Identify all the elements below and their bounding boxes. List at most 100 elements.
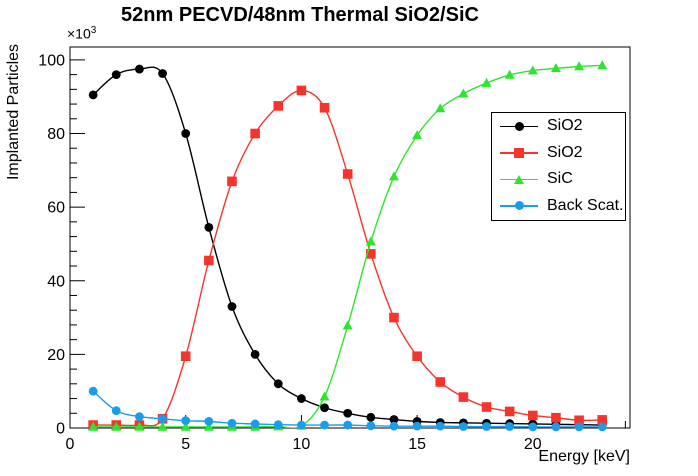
data-point bbox=[180, 421, 191, 431]
data-point bbox=[389, 415, 399, 424]
data-point bbox=[504, 69, 515, 79]
y-tick-label: 60 bbox=[47, 200, 65, 217]
data-point bbox=[389, 312, 399, 323]
data-point bbox=[551, 422, 561, 432]
data-point bbox=[180, 351, 191, 362]
data-point bbox=[134, 421, 145, 431]
data-point bbox=[111, 70, 121, 80]
data-point bbox=[250, 419, 260, 429]
data-point bbox=[319, 391, 330, 401]
data-point bbox=[297, 420, 306, 430]
data-point bbox=[527, 65, 538, 75]
data-point bbox=[389, 421, 399, 431]
y-tick-label: 0 bbox=[56, 421, 65, 438]
data-point bbox=[111, 406, 121, 416]
series-back-scat--3 bbox=[88, 386, 607, 432]
data-point bbox=[158, 69, 167, 78]
legend-sample bbox=[500, 200, 538, 211]
triangle-marker-icon bbox=[513, 174, 524, 184]
data-point bbox=[250, 128, 260, 139]
legend-label: SiO2 bbox=[547, 143, 583, 161]
data-point bbox=[366, 421, 376, 431]
x-axis-title: Energy [keV] bbox=[538, 448, 630, 465]
legend-item-sio2-thermal: SiO2 bbox=[492, 140, 625, 167]
data-point bbox=[88, 386, 98, 396]
data-point bbox=[458, 422, 468, 431]
data-point bbox=[135, 64, 144, 74]
data-point bbox=[343, 408, 353, 418]
legend-label: SiC bbox=[547, 170, 573, 188]
square-marker-icon bbox=[514, 147, 524, 158]
y-axis-title: Implanted Particles bbox=[5, 43, 22, 181]
chart-title: 52nm PECVD/48nm Thermal SiO2/SiC bbox=[121, 4, 479, 26]
data-point bbox=[528, 410, 538, 421]
data-point bbox=[297, 394, 306, 403]
data-point bbox=[435, 421, 445, 431]
data-point bbox=[273, 101, 284, 111]
data-point bbox=[204, 416, 214, 426]
data-point bbox=[597, 60, 608, 70]
data-point bbox=[135, 412, 144, 421]
data-point bbox=[574, 415, 584, 426]
data-point bbox=[204, 222, 214, 232]
legend-sample bbox=[500, 174, 538, 185]
data-point bbox=[388, 171, 399, 181]
legend-label: Back Scat. bbox=[547, 196, 624, 214]
data-point bbox=[482, 422, 491, 431]
x-tick-label: 5 bbox=[181, 436, 190, 453]
data-point bbox=[111, 421, 122, 431]
circle-marker-icon bbox=[514, 121, 524, 131]
legend: SiO2 SiO2 SiC Back Scat. bbox=[491, 112, 626, 221]
x-tick-label: 0 bbox=[66, 436, 75, 453]
data-point bbox=[574, 61, 585, 71]
data-point bbox=[273, 379, 283, 389]
series-sic-2 bbox=[88, 60, 608, 431]
legend-item-sic: SiC bbox=[492, 166, 625, 193]
data-point bbox=[181, 129, 191, 138]
data-point bbox=[181, 416, 191, 426]
legend-sample bbox=[500, 121, 538, 132]
data-point bbox=[342, 169, 353, 179]
data-point bbox=[365, 236, 376, 246]
data-point bbox=[273, 420, 283, 430]
plot-frame bbox=[69, 46, 631, 429]
y-tick-label: 40 bbox=[47, 273, 65, 290]
data-point bbox=[227, 418, 237, 428]
data-point bbox=[320, 403, 329, 413]
data-point bbox=[227, 302, 237, 311]
legend-item-backscat: Back Scat. bbox=[492, 193, 625, 220]
data-point bbox=[481, 402, 492, 412]
data-point bbox=[412, 421, 422, 431]
data-point bbox=[366, 249, 376, 259]
data-point bbox=[227, 176, 237, 187]
circle-marker-icon bbox=[514, 201, 524, 211]
x-tick-label: 20 bbox=[524, 436, 542, 453]
y-axis-exponent-base: ×10 bbox=[67, 25, 91, 42]
data-point bbox=[204, 255, 214, 266]
y-axis-exponent: ×103 bbox=[67, 25, 96, 42]
data-point bbox=[435, 103, 446, 113]
legend-item-sio2-pecvd: SiO2 bbox=[492, 113, 625, 140]
legend-sample bbox=[500, 147, 538, 158]
data-point bbox=[458, 392, 469, 402]
data-point bbox=[250, 349, 260, 359]
legend-label: SiO2 bbox=[547, 117, 583, 135]
y-axis: 0 20 40 60 80 100 bbox=[38, 52, 85, 438]
data-point bbox=[296, 85, 307, 96]
data-point bbox=[366, 412, 376, 422]
data-point bbox=[88, 421, 99, 431]
data-point bbox=[319, 102, 330, 113]
data-point bbox=[412, 351, 422, 362]
data-point bbox=[481, 77, 492, 87]
data-point bbox=[505, 422, 515, 431]
data-point bbox=[504, 406, 515, 417]
data-point bbox=[458, 88, 469, 98]
data-point bbox=[412, 130, 423, 140]
data-point bbox=[320, 420, 329, 430]
x-tick-label: 15 bbox=[408, 436, 426, 453]
data-point bbox=[435, 377, 446, 387]
data-point bbox=[158, 414, 167, 424]
data-point bbox=[528, 422, 538, 432]
